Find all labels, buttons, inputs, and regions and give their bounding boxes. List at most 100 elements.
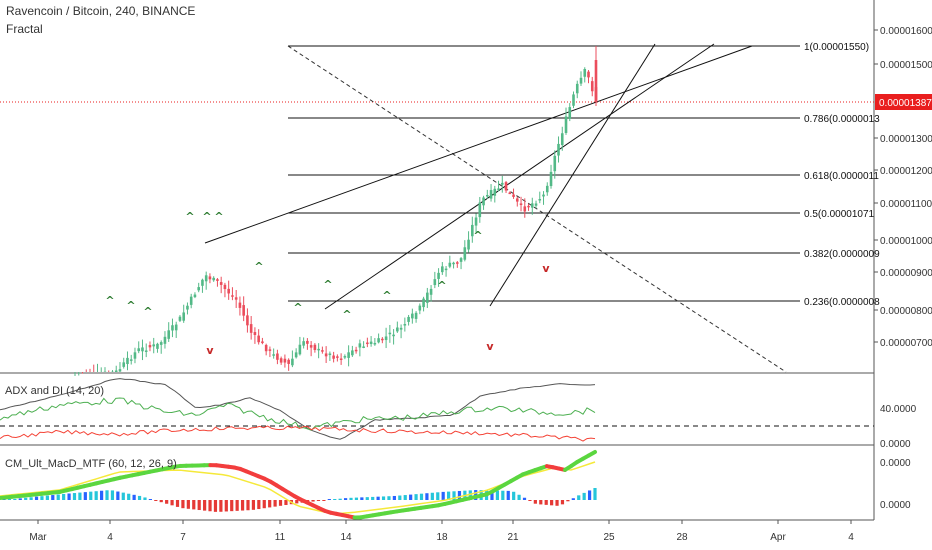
macd-histogram-bar xyxy=(45,495,49,500)
candle-body xyxy=(560,133,564,146)
candle-body xyxy=(234,297,238,300)
macd-histogram-bar xyxy=(403,495,407,500)
candle-body xyxy=(459,258,463,262)
candle-body xyxy=(414,312,418,319)
candle-body xyxy=(189,296,193,305)
candle-body xyxy=(572,94,575,106)
adx-pane-label: ADX and DI (14, 20) xyxy=(5,385,105,397)
candle-body xyxy=(497,188,500,190)
candle-body xyxy=(144,350,148,352)
macd-histogram-bar xyxy=(371,496,375,500)
price-tick-label: 0.00000700 xyxy=(880,338,932,349)
macd-histogram-bar xyxy=(132,494,136,500)
fractal-up-marker: ^ xyxy=(437,279,446,292)
macd-histogram-bar xyxy=(506,490,510,500)
fractal-down-marker: v xyxy=(486,340,494,353)
candle-body xyxy=(231,295,234,297)
macd-histogram-bar xyxy=(501,490,505,500)
candle-body xyxy=(381,338,384,341)
macd-histogram-bar xyxy=(18,498,22,500)
candle-body xyxy=(478,202,482,218)
candle-body xyxy=(512,194,515,197)
candle-body xyxy=(463,247,467,260)
macd-tick-label: 0.0000 xyxy=(880,458,911,469)
candle-body xyxy=(452,262,455,265)
candle-body xyxy=(530,203,534,208)
time-tick-label: 25 xyxy=(603,532,615,543)
fractal-up-marker: ^ xyxy=(323,278,332,291)
macd-histogram-bar xyxy=(34,496,39,500)
macd-histogram-bar xyxy=(452,491,456,500)
macd-histogram-bar xyxy=(175,500,180,507)
candle-body xyxy=(403,324,407,326)
candle-body xyxy=(523,206,527,212)
macd-histogram-bar xyxy=(159,500,163,503)
macd-histogram-bar xyxy=(566,500,570,502)
di-plus-line xyxy=(0,397,596,431)
candle-body xyxy=(474,217,478,226)
macd-histogram-bar xyxy=(99,490,104,500)
candle-body xyxy=(193,294,197,298)
candle-body xyxy=(332,355,335,359)
candle-body xyxy=(186,305,189,310)
macd-histogram-bar xyxy=(338,498,342,500)
candle-body xyxy=(321,350,324,352)
time-tick-label: 7 xyxy=(180,532,186,543)
macd-histogram-bar xyxy=(273,500,277,507)
macd-histogram-bar xyxy=(7,499,12,500)
candle-body xyxy=(351,350,354,356)
price-tick-label: 0.00001300 xyxy=(880,134,932,145)
macd-histogram-bar xyxy=(354,497,359,500)
macd-histogram-bar xyxy=(365,497,369,500)
macd-histogram-bar xyxy=(495,490,500,500)
candle-body xyxy=(238,302,242,308)
candle-body xyxy=(426,292,429,303)
macd-histogram-bar xyxy=(392,495,396,500)
macd-tick-label: 0.0000 xyxy=(880,500,911,511)
adx-line xyxy=(0,378,596,440)
candle-body xyxy=(437,272,440,279)
candle-body xyxy=(508,192,512,195)
macd-histogram-bar xyxy=(62,493,66,500)
macd-histogram-bar xyxy=(550,500,554,506)
candle-body xyxy=(384,336,388,341)
macd-histogram-bar xyxy=(213,500,218,512)
candle-body xyxy=(411,313,414,319)
macd-histogram-bar xyxy=(154,500,158,501)
candle-body xyxy=(456,262,459,264)
candle-body xyxy=(272,354,275,356)
fractal-up-marker: ^ xyxy=(202,210,211,223)
macd-histogram-bar xyxy=(257,500,261,510)
macd-histogram-bar xyxy=(246,500,250,511)
candle-body xyxy=(204,275,208,282)
macd-histogram-bar xyxy=(197,500,201,511)
candle-body xyxy=(594,60,598,102)
macd-histogram-bar xyxy=(224,500,228,512)
trendline xyxy=(204,45,753,244)
candle-body xyxy=(174,324,178,331)
candle-body xyxy=(129,359,133,361)
time-tick-label: 28 xyxy=(676,532,688,543)
candle-body xyxy=(347,352,350,358)
macd-histogram-bar xyxy=(560,500,565,505)
macd-histogram-bar xyxy=(165,500,169,504)
candle-body xyxy=(542,194,545,197)
current-price-badge xyxy=(875,94,932,110)
candle-body xyxy=(118,369,122,372)
candle-body xyxy=(201,279,204,286)
candle-body xyxy=(418,305,422,311)
candle-body xyxy=(328,353,332,356)
candle-body xyxy=(583,69,587,77)
macd-histogram-bar xyxy=(219,500,223,512)
candle-body xyxy=(291,358,294,366)
macd-histogram-bar xyxy=(528,500,532,501)
macd-histogram-bar xyxy=(235,500,239,511)
macd-histogram-bar xyxy=(121,492,125,500)
macd-histogram-bar xyxy=(311,500,315,502)
macd-histogram-bar xyxy=(40,496,44,500)
candle-body xyxy=(133,352,137,359)
fib-level-label: 0.618(0.0000011 xyxy=(804,171,879,182)
macd-histogram-bar xyxy=(116,491,120,500)
macd-histogram-bar xyxy=(181,500,185,509)
candle-body xyxy=(126,357,129,365)
